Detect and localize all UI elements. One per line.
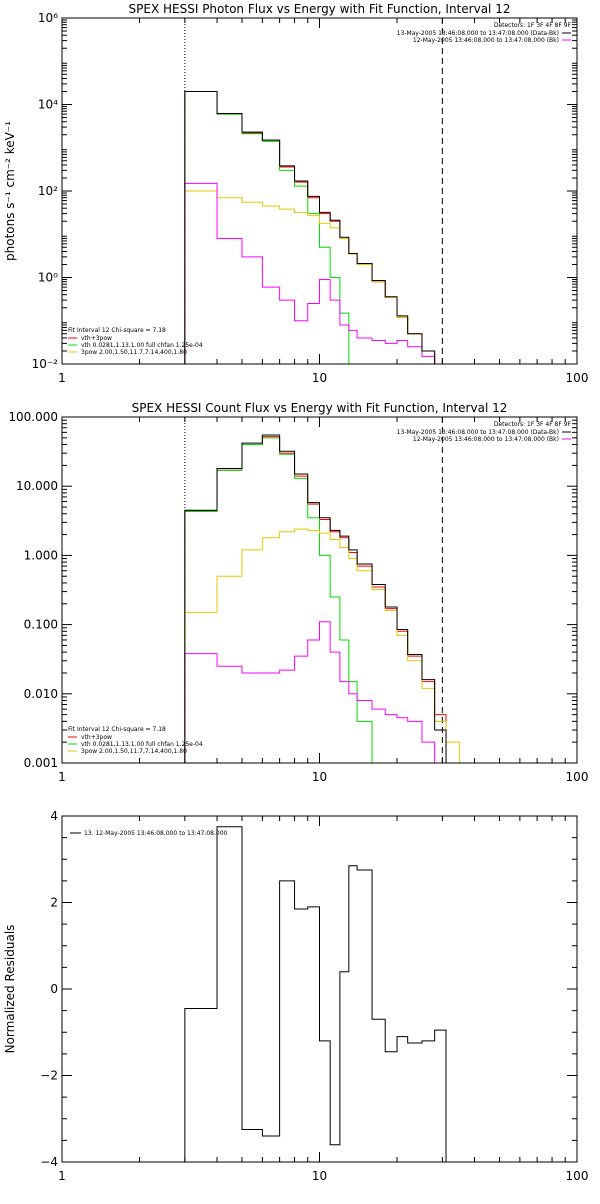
x-tick-label: 10: [312, 770, 327, 784]
y-tick-label: 10²: [38, 184, 58, 198]
plot-frame: [61, 815, 578, 1163]
chart-panel-3: Normalized Residuals 1 10 100 −4 −2 0 2 4 13. 12-…: [3, 809, 588, 1183]
series-step-4-12may2005: [184, 182, 436, 364]
legend-entry: 12-May-2005 13:46:08.000 to 13:47:08.000…: [413, 37, 559, 44]
chart-title: SPEX HESSI Count Flux vs Energy with Fit…: [132, 401, 508, 415]
plot-area: [184, 826, 447, 1162]
y-tick-label: 2: [50, 896, 58, 910]
y-axis-label: Normalized Residuals: [3, 925, 17, 1054]
chart-panel-2: SPEX HESSI Count Flux vs Energy with Fit…: [8, 401, 588, 784]
x-tick-label: 1: [58, 1169, 66, 1183]
plot-area: [184, 434, 461, 763]
y-tick-label: 0.100: [24, 618, 58, 632]
series-step-3-3pow: [184, 190, 460, 364]
x-tick-label: 1: [58, 371, 66, 385]
y-tick-label: 0: [50, 982, 58, 996]
x-tick-label: 10: [312, 1169, 327, 1183]
y-tick-label: 10⁶: [38, 11, 58, 25]
fit-legend-header: Fit Interval 12 Chi-square = 7.18: [68, 327, 166, 334]
y-tick-label: 10.000: [16, 479, 58, 493]
plot-frame: [61, 17, 578, 365]
series-step-1-vth3pow: [184, 90, 447, 364]
y-tick-label: 1.000: [24, 548, 58, 562]
fit-legend-entry: vth 0.0281,1.13,1.00 full chfan 1.25e-04: [81, 741, 203, 748]
y-tick-label: −4: [40, 1155, 58, 1169]
fit-legend-entry: vth 0.0281,1.13,1.00 full chfan 1.25e-04: [81, 342, 203, 349]
series-step-2-vth: [184, 90, 447, 364]
fit-legend-entry: vth+3pow: [81, 335, 112, 342]
series-step-3-3pow: [184, 528, 461, 763]
legend-entry: 12-May-2005 13:46:08.000 to 13:47:08.000…: [413, 436, 559, 443]
plot-area: [184, 90, 460, 364]
x-tick-label: 100: [566, 770, 589, 784]
legend-header: Detectors: 1F 3F 4F 8F 9F: [494, 421, 572, 428]
series-step-2-vth: [184, 437, 447, 763]
series-step-1-vth3pow: [184, 436, 447, 763]
y-tick-label: 10⁰: [38, 271, 58, 285]
y-tick-label: 10⁻²: [32, 357, 59, 371]
x-tick-label: 10: [312, 371, 327, 385]
series-step-4-12may2005: [184, 621, 436, 763]
chart-panel-1: SPEX HESSI Photon Flux vs Energy with Fi…: [3, 2, 588, 385]
y-axis-label: photons s⁻¹ cm⁻² keV⁻¹: [3, 121, 17, 261]
legend-entry: 13. 12-May-2005 13:46:08.000 to 13:47:08…: [84, 830, 228, 837]
y-tick-label: 10⁴: [38, 98, 58, 112]
fit-legend-entry: 3pow 2.00,1.50,11.7,7.14,400,1.80: [81, 748, 187, 755]
fit-legend-entry: 3pow 2.00,1.50,11.7,7.14,400,1.80: [81, 349, 187, 356]
y-tick-label: 4: [50, 809, 58, 823]
y-tick-label: 0.001: [24, 756, 58, 770]
fit-legend-entry: vth+3pow: [81, 734, 112, 741]
y-tick-label: −2: [40, 1069, 58, 1083]
legend-entry: 13-May-2005 13:46:08.000 to 13:47:08.000…: [397, 429, 559, 436]
series-step-1-13: [184, 826, 447, 1162]
series-step-5-13may2005: [184, 434, 447, 763]
x-tick-label: 1: [58, 770, 66, 784]
legend-header: Detectors: 1F 3F 4F 8F 9F: [494, 22, 572, 29]
plot-frame: [61, 416, 578, 764]
x-tick-label: 100: [566, 371, 589, 385]
series-step-5-13may2005: [184, 90, 447, 364]
chart-title: SPEX HESSI Photon Flux vs Energy with Fi…: [129, 2, 511, 16]
x-tick-label: 100: [566, 1169, 589, 1183]
y-tick-label: 100.000: [8, 410, 58, 424]
y-tick-label: 0.010: [24, 687, 58, 701]
fit-legend-header: Fit Interval 12 Chi-square = 7.18: [68, 726, 166, 733]
legend-entry: 13-May-2005 13:46:08.000 to 13:47:08.000…: [397, 30, 559, 37]
